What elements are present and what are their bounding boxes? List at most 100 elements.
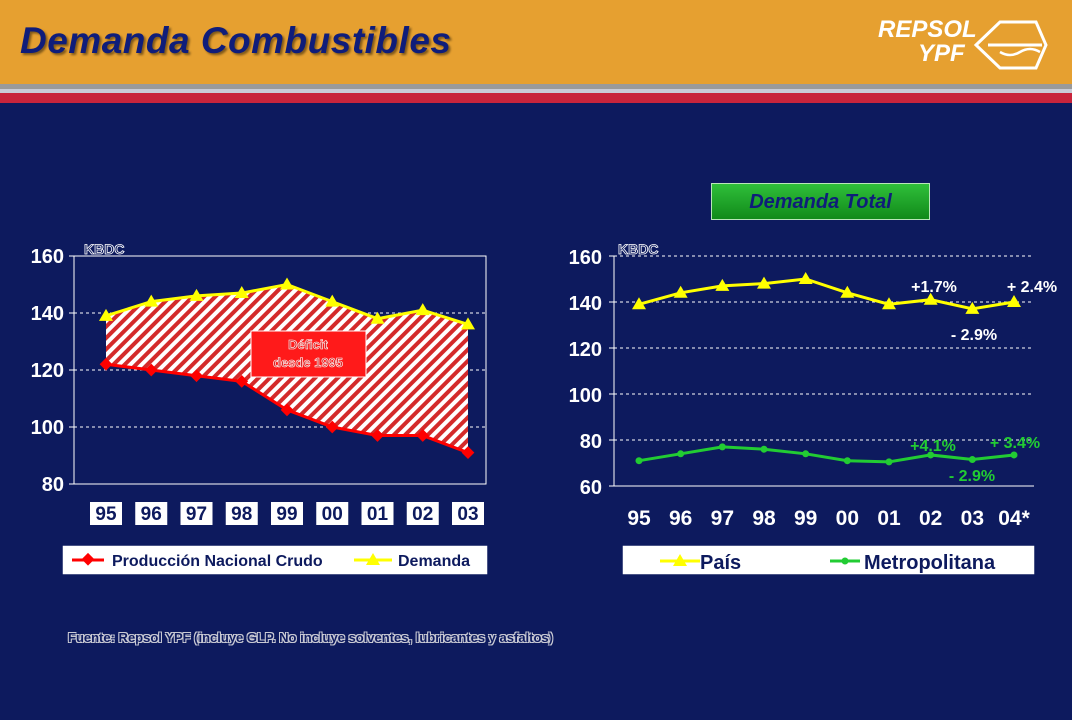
chart1-xtick-label: 03 bbox=[457, 504, 478, 525]
produccion-point bbox=[325, 420, 339, 434]
chart1-unit-label: KBDC bbox=[84, 241, 124, 257]
pais-point bbox=[798, 272, 813, 284]
source-footnote: Fuente: Repsol YPF (incluye GLP. No incl… bbox=[68, 630, 553, 645]
chart2-xtick-label: 99 bbox=[794, 507, 817, 530]
produccion-point bbox=[371, 429, 384, 442]
metropolitana-point bbox=[718, 443, 726, 451]
header-divider-light bbox=[0, 89, 1072, 93]
chart1-legend: Producción Nacional Crudo Demanda bbox=[61, 544, 489, 576]
chart1-xtick-label: 00 bbox=[322, 504, 343, 525]
legend-metropolitana-label: Metropolitana bbox=[864, 552, 996, 574]
pais-point bbox=[965, 301, 980, 314]
page-title: Demanda Combustibles bbox=[20, 20, 452, 61]
metropolitana-point bbox=[885, 458, 893, 466]
chart1-xtick-box bbox=[180, 502, 213, 525]
chart2-unit-label: KBDC bbox=[618, 241, 658, 257]
demanda-point bbox=[415, 303, 430, 316]
chart2-xtick-label: 02 bbox=[919, 507, 942, 530]
growth-annotation: +4.1% bbox=[910, 438, 956, 455]
deficit-annotation: Déficit desde 1995 bbox=[250, 330, 367, 378]
header-bar: Demanda Combustibles REPSOL YPF bbox=[0, 0, 1072, 84]
demanda-point bbox=[189, 288, 204, 301]
chart2-xtick-label: 96 bbox=[669, 507, 692, 530]
produccion-point bbox=[280, 403, 294, 417]
legend-metropolitana-marker bbox=[841, 557, 849, 565]
chart1-xtick-box bbox=[135, 502, 168, 525]
growth-annotation: +1.7% bbox=[911, 279, 957, 296]
deficit-annotation-line2: desde 1995 bbox=[273, 355, 343, 370]
logo-text-ypf: YPF bbox=[918, 40, 965, 67]
demanda-point bbox=[280, 277, 294, 290]
demanda-point bbox=[99, 308, 113, 321]
chart1-xtick-label: 01 bbox=[367, 504, 389, 525]
pais-point bbox=[715, 278, 730, 291]
metropolitana-point bbox=[760, 445, 768, 453]
metropolitana-point bbox=[968, 456, 976, 464]
produccion-point bbox=[461, 446, 475, 460]
pais-point bbox=[1007, 295, 1021, 307]
pais-point bbox=[923, 292, 938, 305]
chart1-xtick-box bbox=[90, 502, 122, 525]
demanda-point bbox=[144, 294, 159, 307]
pais-point bbox=[673, 285, 688, 298]
growth-annotation: + 2.4% bbox=[1007, 279, 1057, 296]
logo-text-repsol: REPSOL bbox=[878, 16, 977, 43]
deficit-annotation-line1: Déficit bbox=[288, 337, 328, 352]
header-divider-gray bbox=[0, 84, 1072, 89]
pais-point bbox=[757, 276, 771, 289]
chart1-ytick-label: 120 bbox=[31, 360, 64, 382]
legend-pais-marker bbox=[673, 554, 687, 566]
produccion-point bbox=[144, 363, 158, 377]
chart2-ytick-label: 100 bbox=[569, 385, 602, 407]
chart1-xtick-label: 96 bbox=[141, 504, 162, 525]
repsol-emblem-icon bbox=[973, 20, 1048, 70]
metropolitana-point bbox=[1010, 451, 1018, 459]
repsol-ypf-logo: REPSOL YPF bbox=[878, 14, 1058, 74]
chart2-xtick-label: 04* bbox=[998, 507, 1030, 530]
pais-point bbox=[632, 297, 646, 310]
chart2-ytick-label: 120 bbox=[569, 339, 602, 361]
metropolitana-point bbox=[802, 450, 810, 458]
chart1-xtick-box bbox=[361, 502, 394, 525]
demanda-point bbox=[325, 294, 340, 307]
chart2-plot-area bbox=[614, 256, 1034, 486]
metropolitana-point bbox=[677, 450, 685, 458]
chart2-xtick-label: 97 bbox=[711, 507, 734, 530]
produccion-point bbox=[235, 375, 249, 388]
metropolitana-point bbox=[635, 457, 643, 465]
chart2-ytick-label: 60 bbox=[580, 477, 602, 499]
header-divider-red bbox=[0, 93, 1072, 103]
metropolitana-point bbox=[927, 451, 935, 459]
demanda-total-label: Demanda Total bbox=[711, 183, 930, 220]
produccion-point bbox=[99, 357, 113, 371]
pais-point bbox=[840, 285, 855, 298]
chart1-xtick-box bbox=[316, 502, 349, 525]
chart2-ytick-label: 160 bbox=[569, 247, 602, 269]
chart1-xtick-label: 02 bbox=[412, 504, 433, 525]
chart1-xtick-label: 95 bbox=[95, 504, 117, 525]
chart1-ytick-label: 80 bbox=[42, 474, 64, 496]
chart2-ytick-label: 140 bbox=[569, 293, 602, 315]
growth-annotation: - 2.9% bbox=[949, 468, 995, 485]
chart1-xtick-box bbox=[271, 502, 303, 525]
demanda-point bbox=[234, 286, 249, 299]
legend-demanda-marker bbox=[366, 553, 380, 565]
growth-annotation: - 2.9% bbox=[951, 327, 997, 344]
chart1-xtick-box bbox=[225, 502, 258, 525]
produccion-point bbox=[416, 429, 430, 442]
chart2-xtick-label: 01 bbox=[877, 507, 901, 530]
series-line-metropolitana bbox=[638, 445, 1015, 464]
chart1-xtick-label: 99 bbox=[276, 504, 297, 525]
metropolitana-point bbox=[843, 457, 851, 465]
chart1-xtick-label: 97 bbox=[186, 504, 207, 525]
legend-demanda-label: Demanda bbox=[398, 553, 470, 570]
chart2-ytick-label: 80 bbox=[580, 431, 602, 453]
chart2-xtick-label: 98 bbox=[752, 507, 776, 530]
chart2-xtick-label: 95 bbox=[627, 507, 651, 530]
chart2-legend: País Metropolitana bbox=[621, 544, 1036, 576]
legend-pais-label: País bbox=[700, 552, 741, 574]
chart1-xtick-box bbox=[452, 502, 484, 525]
chart1-ytick-label: 160 bbox=[31, 246, 64, 268]
